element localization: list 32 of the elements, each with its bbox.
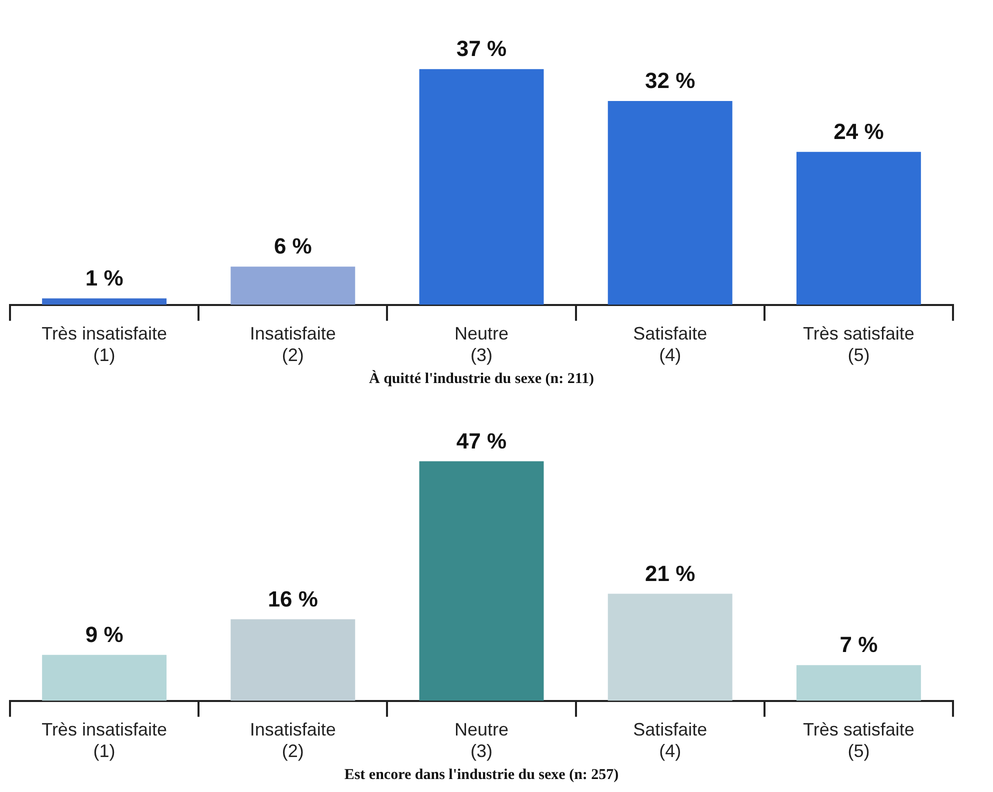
x-tick-label: Très insatisfaite (1) [42,720,167,762]
x-tick-label: Satisfaite (4) [633,720,708,762]
data-label: 16 % [268,586,318,612]
data-label: 24 % [834,118,884,144]
data-label: 37 % [456,36,507,62]
x-axis-title: Est encore dans l'industrie du sexe (n: 257) [344,766,619,783]
bar [796,152,921,305]
bar [42,298,167,305]
x-tick-label: Satisfaite (4) [633,324,708,366]
data-label: 7 % [840,632,878,658]
x-tick-label: Insatisfaite (2) [250,324,336,366]
bar [230,619,356,701]
x-tick-label: Neutre (3) [454,720,509,762]
bar [419,461,544,701]
x-axis-title: À quitté l'industrie du sexe (n: 211) [368,370,594,387]
x-tick-label: Très satisfaite (5) [803,720,914,762]
bar [419,69,544,305]
bar [608,100,732,305]
x-tick-label: Neutre (3) [454,324,509,366]
bar [608,594,732,701]
data-label: 6 % [274,234,312,259]
x-tick-label: Très insatisfaite (1) [42,324,167,366]
bar [796,665,921,701]
data-label: 1 % [85,265,124,290]
data-label: 9 % [85,622,124,647]
bar [230,266,356,305]
x-tick-label: Insatisfaite (2) [250,720,336,762]
x-tick-label: Très satisfaite (5) [803,324,914,366]
data-label: 47 % [456,428,507,454]
data-label: 21 % [645,560,696,586]
data-label: 32 % [645,68,696,94]
bar [42,654,167,701]
